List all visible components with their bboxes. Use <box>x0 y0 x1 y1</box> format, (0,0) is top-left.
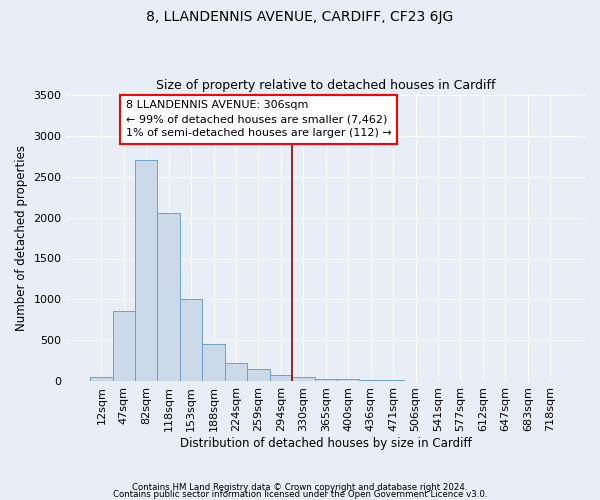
Bar <box>202 344 225 382</box>
Text: Contains public sector information licensed under the Open Government Licence v3: Contains public sector information licen… <box>113 490 487 499</box>
Bar <box>225 362 247 382</box>
Bar <box>292 377 314 382</box>
Bar <box>247 369 269 382</box>
Bar <box>180 299 202 382</box>
Bar <box>337 380 359 382</box>
Text: Contains HM Land Registry data © Crown copyright and database right 2024.: Contains HM Land Registry data © Crown c… <box>132 484 468 492</box>
Bar <box>359 380 382 382</box>
Bar <box>90 377 113 382</box>
Bar <box>135 160 157 382</box>
Bar <box>269 376 292 382</box>
X-axis label: Distribution of detached houses by size in Cardiff: Distribution of detached houses by size … <box>180 437 472 450</box>
Bar <box>113 311 135 382</box>
Title: Size of property relative to detached houses in Cardiff: Size of property relative to detached ho… <box>156 79 496 92</box>
Bar <box>382 380 404 382</box>
Text: 8 LLANDENNIS AVENUE: 306sqm
← 99% of detached houses are smaller (7,462)
1% of s: 8 LLANDENNIS AVENUE: 306sqm ← 99% of det… <box>126 100 392 138</box>
Bar <box>157 212 180 382</box>
Bar <box>314 378 337 382</box>
Y-axis label: Number of detached properties: Number of detached properties <box>15 145 28 331</box>
Text: 8, LLANDENNIS AVENUE, CARDIFF, CF23 6JG: 8, LLANDENNIS AVENUE, CARDIFF, CF23 6JG <box>146 10 454 24</box>
